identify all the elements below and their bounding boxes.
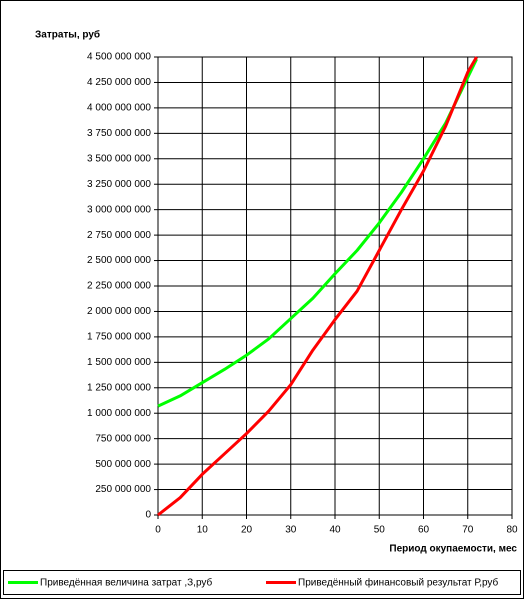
y-tick-label: 0 [145, 510, 151, 521]
y-tick-label: 750 000 000 [95, 433, 151, 444]
series-line [157, 56, 478, 517]
x-tick-label: 0 [155, 525, 161, 536]
x-tick-label: 60 [418, 525, 430, 536]
x-tick-label: 50 [374, 525, 386, 536]
x-tick-label: 70 [462, 525, 474, 536]
y-tick-label: 3 750 000 000 [87, 128, 151, 139]
y-tick-label: 1 000 000 000 [87, 408, 151, 419]
x-tick-label: 10 [197, 525, 209, 536]
legend-label: Приведённая величина затрат ,З,руб [40, 577, 213, 589]
x-tick-label: 80 [506, 525, 518, 536]
y-tick-label: 2 750 000 000 [87, 230, 151, 241]
y-tick-label: 2 000 000 000 [87, 306, 151, 317]
legend-label: Приведённый финансовый результат Р,руб [298, 577, 499, 589]
y-tick-label: 3 250 000 000 [87, 179, 151, 190]
legend [3, 570, 521, 595]
y-tick-label: 1 750 000 000 [87, 332, 151, 343]
y-tick-label: 2 500 000 000 [87, 255, 151, 266]
y-tick-label: 3 000 000 000 [87, 204, 151, 215]
y-tick-label: 1 250 000 000 [87, 382, 151, 393]
y-tick-label: 4 000 000 000 [87, 103, 151, 114]
y-tick-label: 1 500 000 000 [87, 357, 151, 368]
x-tick-label: 40 [329, 525, 341, 536]
x-tick-label: 30 [285, 525, 297, 536]
series-line [157, 58, 478, 408]
y-tick-label: 4 250 000 000 [87, 77, 151, 88]
y-tick-label: 4 500 000 000 [87, 52, 151, 63]
y-tick-label: 250 000 000 [95, 484, 151, 495]
x-tick-label: 20 [241, 525, 253, 536]
y-tick-label: 2 250 000 000 [87, 281, 151, 292]
y-axis-label: Затраты, руб [35, 29, 100, 41]
y-tick-label: 500 000 000 [95, 459, 151, 470]
y-tick-label: 3 500 000 000 [87, 153, 151, 164]
x-axis-label: Период окупаемости, мес [389, 544, 517, 555]
